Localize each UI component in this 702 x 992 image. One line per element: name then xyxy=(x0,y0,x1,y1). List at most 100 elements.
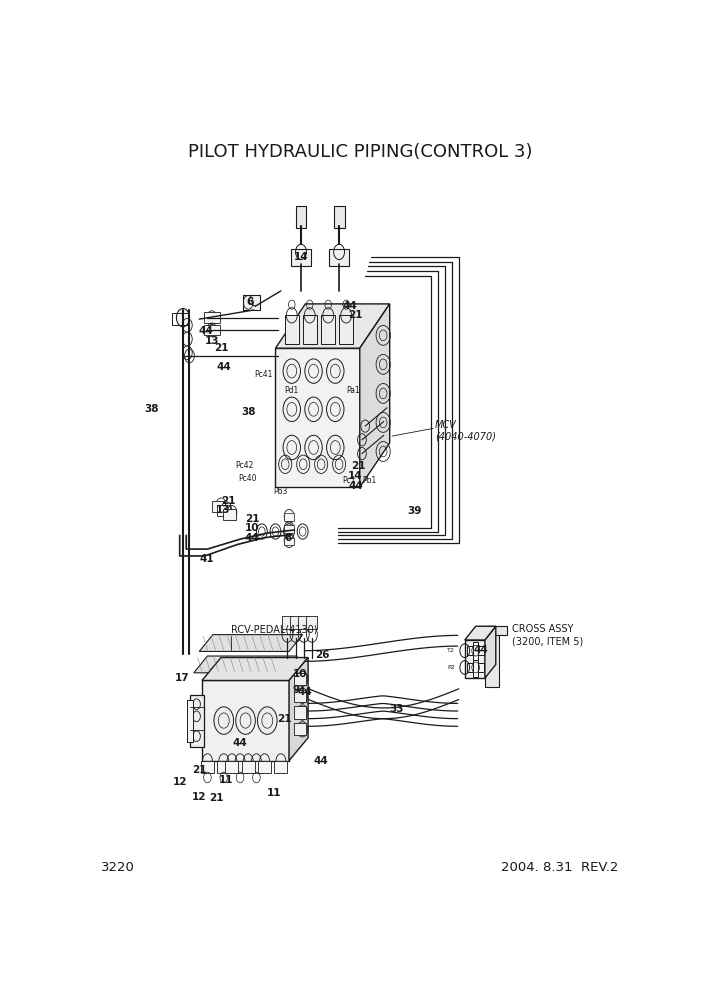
Text: Pc42: Pc42 xyxy=(235,461,253,470)
Text: 21: 21 xyxy=(351,461,366,471)
Text: Pb3: Pb3 xyxy=(274,487,288,496)
Text: 44: 44 xyxy=(342,302,357,311)
Text: Pd1: Pd1 xyxy=(284,386,299,395)
Bar xyxy=(473,659,478,677)
Text: 21: 21 xyxy=(221,496,235,506)
Text: T2: T2 xyxy=(447,648,455,653)
Polygon shape xyxy=(465,640,485,679)
Polygon shape xyxy=(485,626,496,679)
Polygon shape xyxy=(275,348,360,487)
Text: Pc41: Pc41 xyxy=(254,370,273,379)
Bar xyxy=(274,761,287,773)
Circle shape xyxy=(214,707,234,734)
Bar xyxy=(217,505,230,516)
Text: 9: 9 xyxy=(293,685,300,695)
Text: 44: 44 xyxy=(216,361,231,372)
Bar xyxy=(250,761,263,773)
Bar xyxy=(294,673,306,685)
Text: Pc40: Pc40 xyxy=(238,473,256,482)
Text: PILOT HYDRAULIC PIPING(CONTROL 3): PILOT HYDRAULIC PIPING(CONTROL 3) xyxy=(187,143,532,161)
Text: Pb1: Pb1 xyxy=(362,476,377,485)
Text: 41: 41 xyxy=(199,554,213,564)
Bar xyxy=(485,631,498,687)
Bar xyxy=(201,761,214,773)
Bar xyxy=(290,616,301,629)
Text: RCV-PEDAL(4130): RCV-PEDAL(4130) xyxy=(231,625,317,635)
Bar xyxy=(204,312,220,323)
Text: 13: 13 xyxy=(204,335,219,345)
Bar xyxy=(234,761,246,773)
Text: 33: 33 xyxy=(390,703,404,713)
Text: 10: 10 xyxy=(245,523,259,533)
Bar xyxy=(294,689,306,702)
Text: 11: 11 xyxy=(219,775,234,785)
Bar xyxy=(284,526,294,533)
Text: P2: P2 xyxy=(447,665,455,670)
Text: MCV
(4040-4070): MCV (4040-4070) xyxy=(435,420,496,441)
Polygon shape xyxy=(289,658,308,761)
Text: 44: 44 xyxy=(232,738,248,748)
Text: 38: 38 xyxy=(241,407,256,417)
Bar xyxy=(468,663,484,672)
Text: 12: 12 xyxy=(173,777,187,787)
Text: 10: 10 xyxy=(293,669,307,679)
Bar xyxy=(303,315,317,344)
Text: 21: 21 xyxy=(214,343,228,353)
Bar xyxy=(243,295,260,310)
Text: 38: 38 xyxy=(145,405,159,415)
Bar xyxy=(339,315,353,344)
Polygon shape xyxy=(465,626,496,640)
Text: 13: 13 xyxy=(216,505,230,515)
Bar xyxy=(468,646,484,656)
Polygon shape xyxy=(199,635,303,652)
Bar xyxy=(294,706,306,718)
Text: 6: 6 xyxy=(284,533,291,543)
Text: Pc1: Pc1 xyxy=(343,476,356,485)
Text: 44: 44 xyxy=(473,645,488,655)
Bar xyxy=(285,315,299,344)
Bar xyxy=(258,761,271,773)
Bar xyxy=(333,206,345,227)
Bar xyxy=(307,616,317,629)
Text: 21: 21 xyxy=(245,514,259,524)
Text: 26: 26 xyxy=(315,650,330,661)
Text: 44: 44 xyxy=(199,326,213,336)
Bar xyxy=(298,616,309,629)
Text: 11: 11 xyxy=(267,788,281,798)
Bar xyxy=(204,324,220,335)
Text: 21: 21 xyxy=(277,714,292,724)
Text: 6: 6 xyxy=(246,298,253,308)
Bar xyxy=(284,513,294,521)
Text: 21: 21 xyxy=(209,793,224,804)
Bar xyxy=(296,206,307,227)
Circle shape xyxy=(236,707,256,734)
Text: 17: 17 xyxy=(175,674,189,683)
Text: 44: 44 xyxy=(313,756,328,766)
Bar xyxy=(473,642,478,660)
Bar xyxy=(172,313,190,325)
Bar xyxy=(321,315,336,344)
Polygon shape xyxy=(275,304,390,348)
Bar xyxy=(187,699,193,742)
Bar xyxy=(241,761,255,773)
Circle shape xyxy=(176,309,190,326)
Bar xyxy=(212,501,225,513)
Text: 14: 14 xyxy=(348,471,363,481)
Text: 44: 44 xyxy=(348,481,363,491)
Text: 3220: 3220 xyxy=(101,861,135,874)
Polygon shape xyxy=(194,656,297,673)
Bar xyxy=(291,249,311,266)
Text: 44: 44 xyxy=(298,686,313,697)
Circle shape xyxy=(258,707,277,734)
Text: (3200, ITEM 5): (3200, ITEM 5) xyxy=(512,637,583,647)
Bar xyxy=(329,249,349,266)
Polygon shape xyxy=(202,681,289,761)
Bar xyxy=(282,616,293,629)
Text: 21: 21 xyxy=(192,765,206,775)
Text: Pa1: Pa1 xyxy=(346,386,360,395)
Polygon shape xyxy=(202,658,308,681)
Text: 21: 21 xyxy=(348,310,363,319)
Polygon shape xyxy=(360,304,390,487)
Text: CROSS ASSY: CROSS ASSY xyxy=(512,624,574,634)
Bar xyxy=(190,695,204,747)
